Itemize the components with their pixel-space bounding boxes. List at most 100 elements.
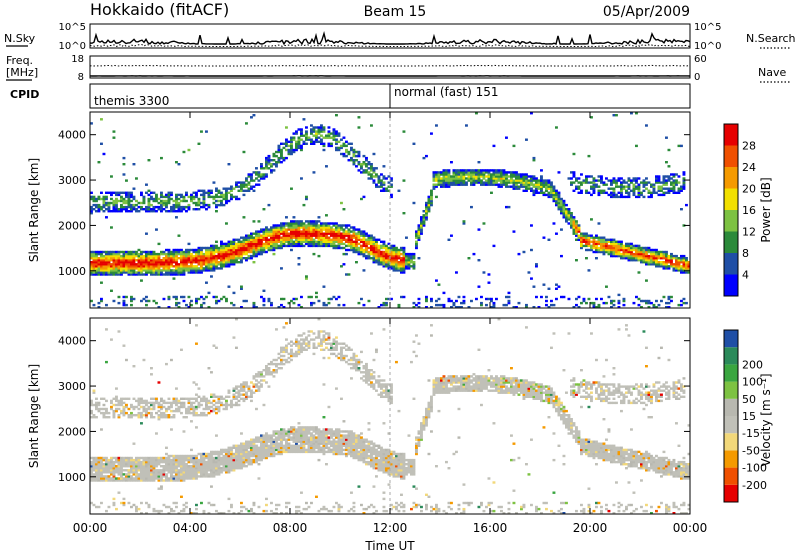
heat-cell bbox=[172, 399, 176, 403]
heat-cell bbox=[620, 177, 623, 180]
heat-cell bbox=[142, 477, 146, 480]
heat-cell bbox=[210, 269, 213, 272]
heat-cell bbox=[132, 463, 136, 466]
heat-cell bbox=[120, 467, 123, 470]
heat-cell bbox=[580, 191, 583, 194]
heat-cell bbox=[140, 477, 143, 480]
heat-cell bbox=[200, 465, 203, 468]
heat-cell bbox=[647, 306, 651, 308]
heat-cell bbox=[490, 191, 493, 194]
heat-cell bbox=[532, 156, 536, 160]
heat-cell bbox=[177, 271, 181, 274]
heat-cell bbox=[97, 265, 101, 268]
heat-cell bbox=[235, 454, 238, 458]
heat-cell bbox=[652, 303, 656, 307]
freq-tick-high: 18 bbox=[71, 54, 84, 65]
heat-cell bbox=[475, 179, 478, 182]
heat-cell bbox=[127, 250, 131, 254]
heat-cell bbox=[270, 238, 273, 241]
heat-cell bbox=[355, 234, 358, 237]
heat-cell bbox=[155, 228, 158, 231]
heat-cell bbox=[137, 252, 141, 256]
heat-cell bbox=[240, 389, 243, 392]
heat-cell bbox=[217, 257, 221, 260]
heat-cell bbox=[95, 265, 98, 268]
heat-cell bbox=[497, 175, 501, 178]
heat-cell bbox=[112, 475, 116, 478]
heat-cell bbox=[152, 467, 156, 470]
heat-cell bbox=[225, 199, 228, 203]
heat-cell bbox=[202, 471, 206, 474]
heat-cell bbox=[235, 463, 238, 466]
heat-cell bbox=[177, 479, 181, 482]
heat-cell bbox=[295, 238, 298, 241]
heat-cell bbox=[205, 191, 208, 194]
heat-cell bbox=[432, 175, 436, 178]
heat-cell bbox=[402, 212, 406, 215]
power-heatmap bbox=[90, 112, 690, 308]
heat-cell bbox=[620, 252, 623, 256]
heat-cell bbox=[175, 454, 178, 458]
heat-cell bbox=[130, 193, 133, 197]
heat-cell bbox=[635, 181, 638, 184]
heat-cell bbox=[380, 240, 383, 243]
heat-cell bbox=[440, 177, 443, 180]
heat-cell bbox=[125, 210, 128, 213]
heat-cell bbox=[97, 259, 101, 262]
heat-cell bbox=[195, 257, 198, 260]
heat-cell bbox=[515, 185, 518, 188]
heat-cell bbox=[127, 473, 131, 476]
heat-cell bbox=[202, 254, 206, 258]
heat-cell bbox=[92, 250, 96, 254]
heat-cell bbox=[390, 257, 393, 260]
heat-cell bbox=[460, 181, 463, 184]
heat-cell bbox=[387, 250, 391, 254]
heat-cell bbox=[645, 181, 648, 184]
heat-cell bbox=[222, 456, 226, 460]
heat-cell bbox=[560, 201, 563, 205]
heat-cell bbox=[162, 458, 166, 462]
heat-cell bbox=[350, 242, 353, 246]
heat-cell bbox=[180, 250, 183, 254]
heat-cell bbox=[445, 173, 448, 176]
heat-cell bbox=[227, 391, 231, 394]
heat-cell bbox=[390, 246, 393, 250]
heat-cell bbox=[550, 303, 553, 307]
heat-cell bbox=[292, 136, 296, 139]
heat-cell bbox=[200, 454, 203, 458]
heat-cell bbox=[215, 299, 218, 303]
heat-cell bbox=[95, 473, 98, 476]
heat-cell bbox=[642, 252, 646, 256]
heat-cell bbox=[280, 244, 283, 248]
heat-cell bbox=[282, 244, 286, 248]
heat-cell bbox=[215, 259, 218, 262]
heat-cell bbox=[245, 185, 248, 188]
heat-cell bbox=[90, 191, 93, 194]
heat-cell bbox=[197, 471, 201, 474]
heat-cell bbox=[185, 467, 188, 470]
heat-cell bbox=[547, 238, 551, 241]
heat-cell bbox=[592, 183, 596, 186]
heat-cell bbox=[212, 248, 216, 252]
heat-cell bbox=[260, 238, 263, 241]
heat-cell bbox=[657, 261, 661, 264]
heat-cell bbox=[287, 152, 291, 156]
heat-cell bbox=[225, 189, 228, 192]
heat-cell bbox=[232, 395, 236, 398]
heat-cell bbox=[157, 265, 161, 268]
heat-cell bbox=[140, 261, 143, 264]
heat-cell bbox=[410, 265, 413, 268]
heat-cell bbox=[615, 252, 618, 256]
heat-cell bbox=[117, 330, 121, 333]
heat-cell bbox=[535, 181, 538, 184]
heat-cell bbox=[102, 250, 106, 254]
heat-cell bbox=[480, 179, 483, 182]
heat-cell bbox=[360, 240, 363, 243]
heat-cell bbox=[435, 124, 438, 127]
heat-cell bbox=[252, 171, 256, 174]
heat-cell bbox=[642, 299, 646, 303]
heat-cell bbox=[512, 230, 516, 233]
heat-cell bbox=[112, 201, 116, 205]
heat-cell bbox=[347, 248, 351, 252]
heat-cell bbox=[180, 458, 183, 462]
